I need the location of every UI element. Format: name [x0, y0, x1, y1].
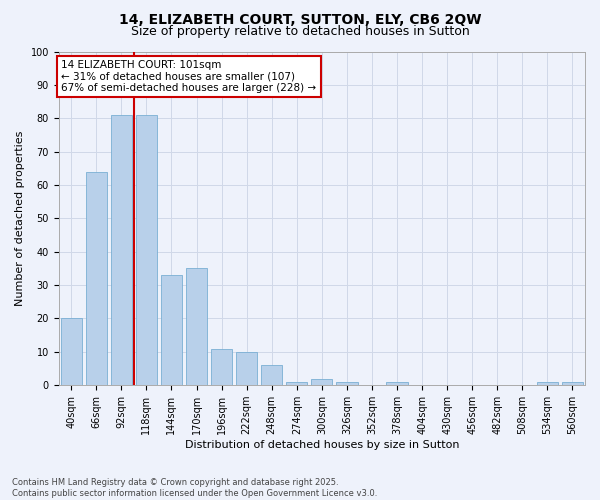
Bar — [186, 268, 207, 385]
Text: 14 ELIZABETH COURT: 101sqm
← 31% of detached houses are smaller (107)
67% of sem: 14 ELIZABETH COURT: 101sqm ← 31% of deta… — [61, 60, 316, 93]
Text: Size of property relative to detached houses in Sutton: Size of property relative to detached ho… — [131, 25, 469, 38]
Bar — [86, 172, 107, 385]
Bar — [336, 382, 358, 385]
X-axis label: Distribution of detached houses by size in Sutton: Distribution of detached houses by size … — [185, 440, 459, 450]
Bar — [211, 348, 232, 385]
Text: 14, ELIZABETH COURT, SUTTON, ELY, CB6 2QW: 14, ELIZABETH COURT, SUTTON, ELY, CB6 2Q… — [119, 12, 481, 26]
Bar — [537, 382, 558, 385]
Y-axis label: Number of detached properties: Number of detached properties — [15, 130, 25, 306]
Bar — [386, 382, 407, 385]
Bar — [236, 352, 257, 385]
Bar — [61, 318, 82, 385]
Bar — [136, 115, 157, 385]
Bar — [161, 275, 182, 385]
Bar — [311, 378, 332, 385]
Bar — [110, 115, 132, 385]
Bar — [562, 382, 583, 385]
Bar — [286, 382, 307, 385]
Text: Contains HM Land Registry data © Crown copyright and database right 2025.
Contai: Contains HM Land Registry data © Crown c… — [12, 478, 377, 498]
Bar — [261, 365, 283, 385]
